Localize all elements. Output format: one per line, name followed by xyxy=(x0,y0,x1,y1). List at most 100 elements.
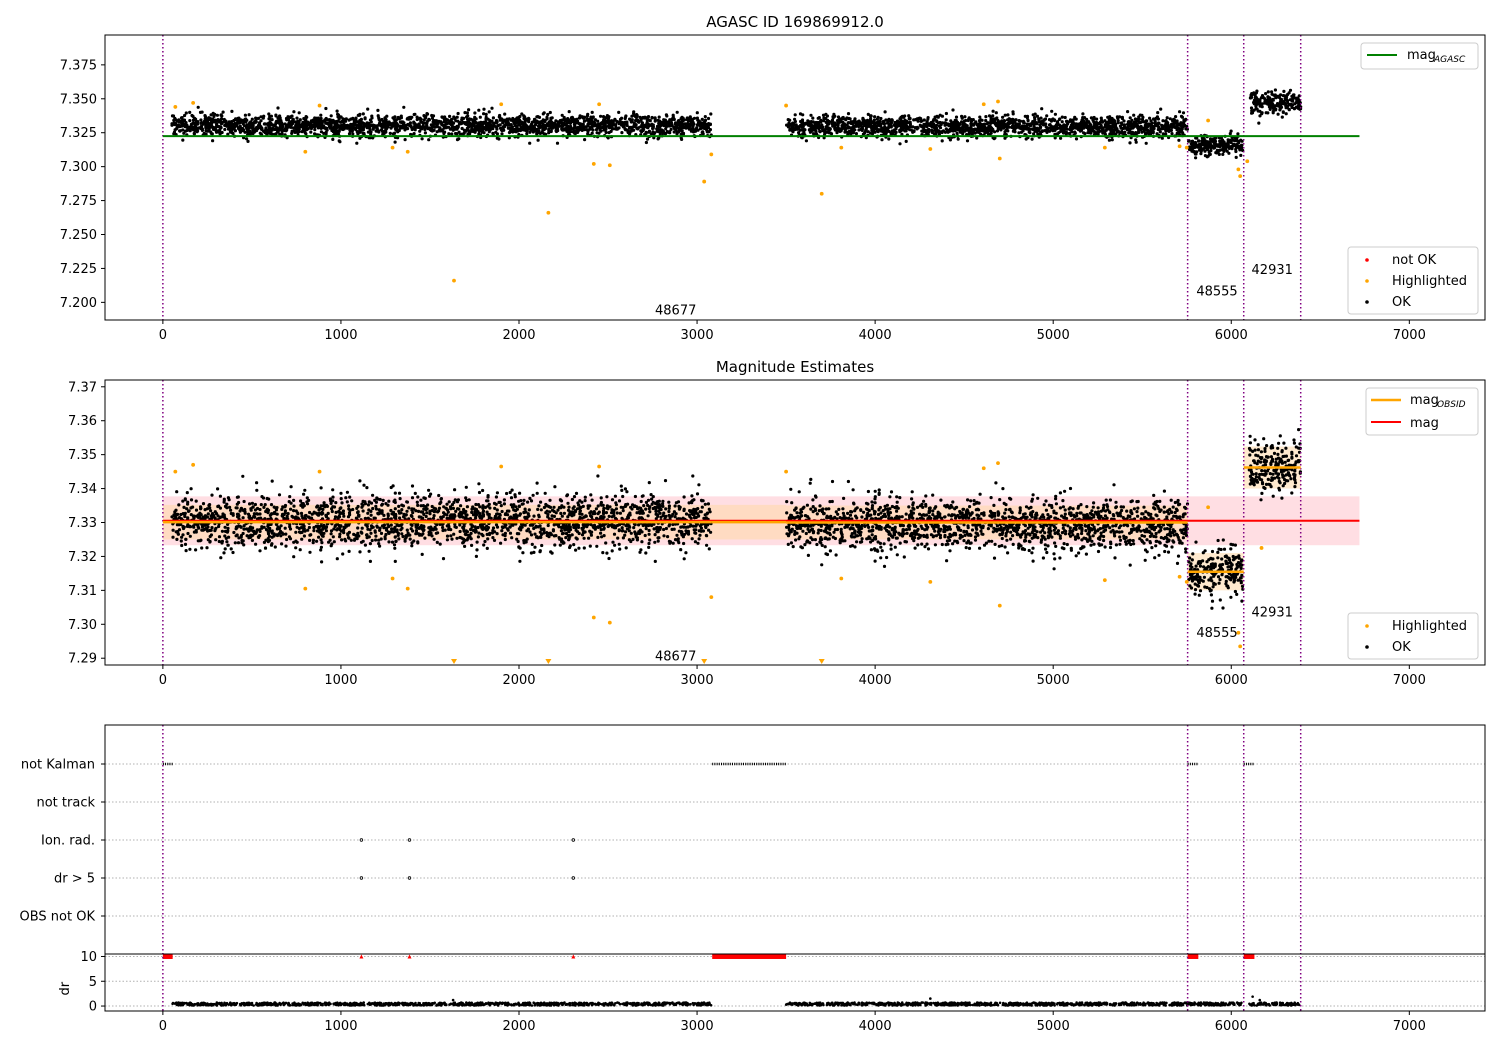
dr-outlier-2 xyxy=(1251,995,1254,998)
p0-highlighted-point-3 xyxy=(317,103,322,108)
p1-highlighted-point-17 xyxy=(1102,578,1107,583)
p1-obsid-label-2: 42931 xyxy=(1252,605,1293,620)
p1-highlighted-point-13 xyxy=(928,579,933,584)
dr-outlier-0 xyxy=(451,998,455,1002)
legend-highlighted-marker xyxy=(1365,279,1369,283)
p0-highlighted-point-1 xyxy=(191,100,196,105)
p1-highlighted-point-19 xyxy=(1184,579,1189,584)
p0-highlighted-point-23 xyxy=(1184,145,1189,150)
p0-highlighted-point-8 xyxy=(546,210,551,215)
p1-highlighted-point-6 xyxy=(499,464,504,469)
p1-ytick-label-2: 7.31 xyxy=(68,584,97,599)
p0-obsid-label-2: 42931 xyxy=(1252,263,1293,278)
p2-xtick-label-5: 5000 xyxy=(1037,1019,1070,1034)
p1-highlighted-point-16 xyxy=(997,603,1002,608)
p1-xtick-label-7: 7000 xyxy=(1393,673,1426,688)
p0-highlighted-point-15 xyxy=(819,191,824,196)
flag-point-2-1 xyxy=(407,838,412,842)
dr-clipped-marker-1 xyxy=(359,954,364,959)
agasc-panel-title: AGASC ID 169869912.0 xyxy=(706,13,884,31)
p1-xtick-label-1: 1000 xyxy=(324,673,357,688)
p0-xtick-label-2: 2000 xyxy=(502,328,535,343)
p1-highlighted-point-23 xyxy=(1259,546,1264,550)
p1-highlighted-point-7 xyxy=(591,615,596,620)
agasc-line-legend: mag AGASC xyxy=(1360,42,1479,70)
p1-highlighted-point-3 xyxy=(317,469,322,474)
p1-xtick-label-4: 4000 xyxy=(859,673,892,688)
mag-agasc-legend-label: mag xyxy=(1407,48,1436,63)
p1-highlighted-point-18 xyxy=(1177,574,1182,579)
legend-highlighted-marker-2 xyxy=(1365,624,1369,628)
p1-xtick-label-5: 5000 xyxy=(1037,673,1070,688)
p1-ytick-label-0: 7.29 xyxy=(68,652,97,667)
mag-legend-label: mag xyxy=(1410,416,1439,431)
p1-ytick-label-1: 7.30 xyxy=(68,618,97,633)
p0-highlighted-point-9 xyxy=(591,162,596,166)
p0-highlighted-point-6 xyxy=(452,278,456,283)
p0-highlighted-point-14 xyxy=(784,103,788,108)
p1-highlighted-point-22 xyxy=(1238,644,1243,649)
mag-agasc-panel: AGASC ID 169869912.0 7.200 7.225 7.250 7.27… xyxy=(60,13,1486,343)
magnitude-estimates-panel: Magnitude Estimates 7.29 7.30 7.31 7.32 7.33… xyxy=(68,358,1486,688)
clipped-highlighted-marker-0 xyxy=(451,659,458,664)
p1-highlighted-point-11 xyxy=(784,469,788,474)
p2-xtick-label-6: 6000 xyxy=(1215,1019,1248,1034)
dr-clipped-run-6 xyxy=(1243,953,1255,959)
dr-clipped-marker-2 xyxy=(407,954,412,959)
p1-highlighted-point-12 xyxy=(839,576,844,581)
flag-row-label-4: OBS not OK xyxy=(20,910,96,925)
p1-ytick-label-6: 7.35 xyxy=(68,448,97,463)
p1-ytick-label-3: 7.32 xyxy=(68,550,97,565)
legend-ok-marker xyxy=(1365,300,1369,304)
p0-highlighted-point-26 xyxy=(1238,174,1243,179)
p1-obsid-label-0: 48677 xyxy=(655,650,696,665)
dr-ytick-label-1: 5 xyxy=(89,975,97,990)
p1-highlighted-point-9 xyxy=(607,620,612,625)
p0-xtick-label-5: 5000 xyxy=(1037,328,1070,343)
p2-xtick-label-2: 2000 xyxy=(502,1019,535,1034)
legend-ok-label: OK xyxy=(1392,295,1411,310)
magnitude-point-legend: Highlighted OK xyxy=(1347,612,1479,660)
dr-clipped-marker-3 xyxy=(571,954,576,959)
p2-xtick-label-3: 3000 xyxy=(681,1019,714,1034)
p0-highlighted-point-16 xyxy=(839,145,844,150)
flag-row-label-0: not Kalman xyxy=(21,758,95,773)
mag-agasc-legend-sub: AGASC xyxy=(1433,55,1466,65)
p1-ytick-label-8: 7.37 xyxy=(68,380,97,395)
flag-row-label-1: not track xyxy=(36,796,95,811)
dr-clipped-run-4 xyxy=(712,953,787,959)
p0-highlighted-point-2 xyxy=(303,149,308,154)
p0-xtick-label-4: 4000 xyxy=(859,328,892,343)
p0-xtick-label-1: 1000 xyxy=(324,328,357,343)
p1-xtick-label-6: 6000 xyxy=(1215,673,1248,688)
legend-not-ok-label: not OK xyxy=(1392,253,1437,268)
p0-highlighted-point-22 xyxy=(1177,144,1182,149)
dr-axis-label: dr xyxy=(58,981,73,995)
p0-highlighted-point-7 xyxy=(499,102,504,107)
magnitude-panel-title: Magnitude Estimates xyxy=(716,358,874,376)
legend-ok-label-2: OK xyxy=(1392,640,1411,655)
dr-clipped-run-5 xyxy=(1187,953,1199,959)
p0-ytick-label-4: 7.300 xyxy=(60,160,97,175)
legend-highlighted-label: Highlighted xyxy=(1392,274,1467,289)
flags-panel-frame xyxy=(104,724,1486,1012)
p0-highlighted-point-4 xyxy=(390,145,395,150)
legend-not-ok-marker xyxy=(1365,258,1369,262)
p0-obsid-label-1: 48555 xyxy=(1196,285,1237,300)
flag-row-label-2: Ion. rad. xyxy=(41,834,95,849)
legend-ok-marker-2 xyxy=(1365,645,1369,649)
p1-highlighted-point-20 xyxy=(1206,505,1211,510)
clipped-highlighted-marker-2 xyxy=(701,659,708,664)
clipped-highlighted-marker-1 xyxy=(545,659,552,664)
p1-highlighted-point-10 xyxy=(709,595,714,600)
p0-highlighted-point-11 xyxy=(607,163,612,168)
p0-highlighted-point-27 xyxy=(1245,159,1250,164)
flag-point-2-0 xyxy=(359,838,364,842)
dr-points xyxy=(171,1001,1301,1007)
p0-highlighted-point-0 xyxy=(173,105,178,109)
p0-highlighted-point-18 xyxy=(981,102,986,107)
legend-highlighted-label-2: Highlighted xyxy=(1392,619,1467,634)
flag-point-3-2 xyxy=(571,876,576,880)
p0-highlighted-point-17 xyxy=(928,147,933,151)
